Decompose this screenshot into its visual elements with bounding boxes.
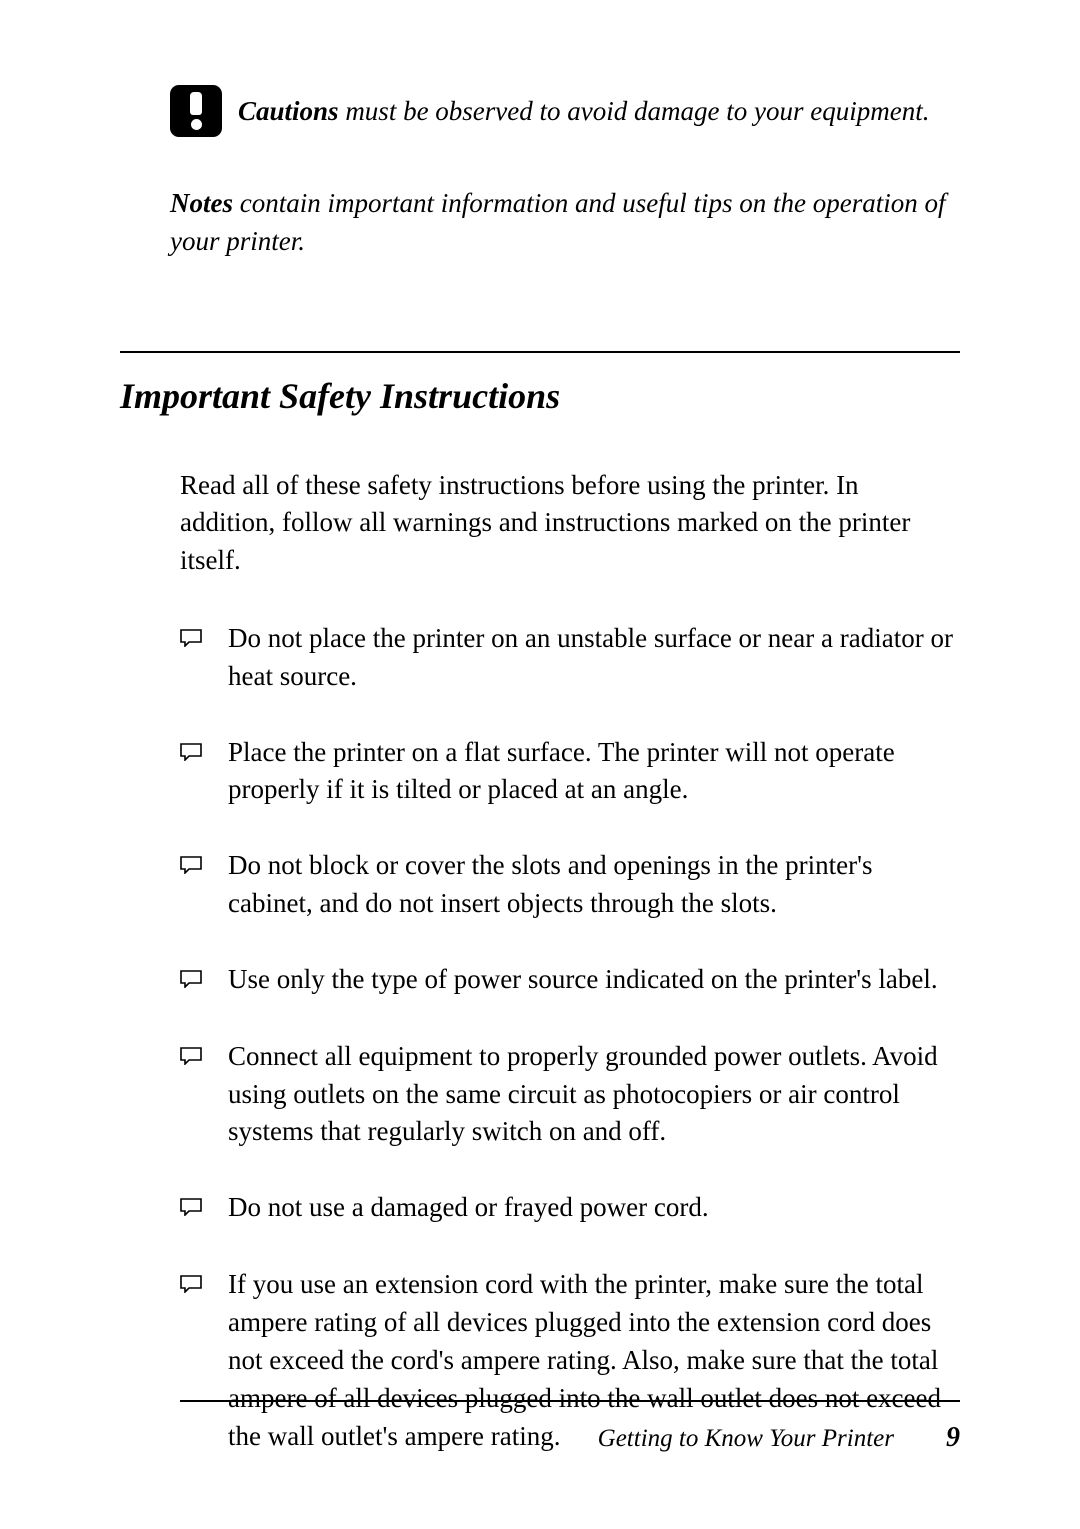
list-item: Connect all equipment to properly ground…	[180, 1038, 960, 1151]
notes-label: Notes	[170, 188, 233, 218]
bullet-icon	[180, 734, 228, 773]
bullet-icon	[180, 620, 228, 659]
intro-paragraph: Read all of these safety instructions be…	[180, 467, 960, 580]
section-heading: Important Safety Instructions	[120, 375, 960, 417]
caution-icon	[170, 85, 222, 137]
bullet-icon	[180, 961, 228, 1000]
list-item: Do not block or cover the slots and open…	[180, 847, 960, 923]
footer-divider	[180, 1400, 960, 1402]
list-item-text: Connect all equipment to properly ground…	[228, 1038, 960, 1151]
safety-bullet-list: Do not place the printer on an unstable …	[180, 620, 960, 1455]
caution-body: must be observed to avoid damage to your…	[339, 96, 930, 126]
footer: Getting to Know Your Printer 9	[120, 1400, 960, 1454]
caution-block: Cautions must be observed to avoid damag…	[170, 85, 960, 137]
notes-body: contain important information and useful…	[170, 188, 946, 256]
list-item-text: Use only the type of power source indica…	[228, 961, 938, 999]
list-item: Use only the type of power source indica…	[180, 961, 960, 1000]
list-item-text: Do not place the printer on an unstable …	[228, 620, 960, 696]
section-divider	[120, 351, 960, 353]
bullet-icon	[180, 1189, 228, 1228]
list-item-text: Do not block or cover the slots and open…	[228, 847, 960, 923]
caution-text: Cautions must be observed to avoid damag…	[238, 85, 929, 131]
footer-chapter-title: Getting to Know Your Printer	[598, 1425, 894, 1453]
caution-label: Cautions	[238, 96, 339, 126]
bullet-icon	[180, 1266, 228, 1305]
list-item: Place the printer on a flat surface. The…	[180, 734, 960, 810]
list-item-text: Do not use a damaged or frayed power cor…	[228, 1189, 709, 1227]
list-item: Do not place the printer on an unstable …	[180, 620, 960, 696]
list-item-text: Place the printer on a flat surface. The…	[228, 734, 960, 810]
notes-block: Notes contain important information and …	[170, 185, 950, 261]
footer-page-number: 9	[946, 1422, 960, 1454]
list-item: Do not use a damaged or frayed power cor…	[180, 1189, 960, 1228]
bullet-icon	[180, 847, 228, 886]
bullet-icon	[180, 1038, 228, 1077]
